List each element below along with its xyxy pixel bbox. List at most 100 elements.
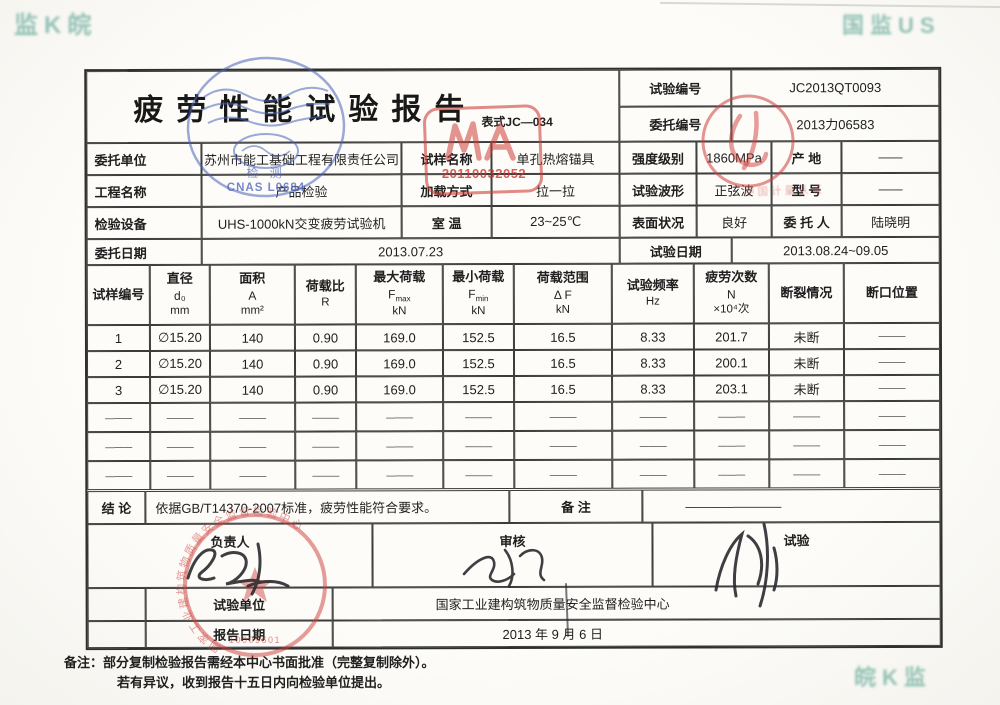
- header-unit: kN: [471, 305, 486, 318]
- table-cell: ———: [87, 431, 151, 462]
- table-cell: 152.5: [442, 349, 515, 377]
- table-cell: 169.0: [355, 350, 444, 377]
- table-cell: ———: [443, 430, 515, 461]
- red-accreditation-note: 中国计量认证: [743, 183, 826, 199]
- table-cell: 16.5: [513, 323, 612, 350]
- table-cell: 140: [210, 376, 296, 403]
- table-cell: ———: [150, 402, 211, 432]
- model-value: ——: [841, 172, 940, 206]
- table-header-cell: 最大荷载 Fmax kN: [355, 264, 443, 325]
- table-cell: 169.0: [356, 376, 444, 403]
- paper-edge-line: [660, 1, 1000, 9]
- room-temp-value: 23~25℃: [491, 205, 620, 239]
- table-cell: ———: [694, 401, 770, 431]
- client-person-label: 委 托 人: [771, 205, 842, 238]
- header-line1: 荷载比: [305, 278, 345, 295]
- client-unit-value: 苏州市能工基础工程有限责任公司: [201, 142, 402, 175]
- header-symbol: N: [726, 287, 736, 302]
- table-cell: ∅15.20: [149, 324, 210, 351]
- strength-grade-label: 强度级别: [619, 141, 697, 174]
- table-cell: ———: [514, 401, 613, 431]
- header-line1: 断裂情况: [780, 285, 833, 301]
- table-cell: 203.1: [694, 375, 770, 402]
- table-cell: 未断: [769, 375, 845, 402]
- header-unit: kN: [392, 305, 407, 318]
- header-line1: 最小荷载: [452, 269, 505, 285]
- table-cell: ———: [612, 430, 695, 460]
- table-cell: ———: [356, 431, 444, 461]
- cma-certificate-number: 20110032052: [441, 166, 527, 181]
- table-cell: 140: [209, 324, 295, 351]
- table-cell: ———: [514, 459, 613, 489]
- corner-stamp-fragment-bottom-right: 皖K监: [854, 665, 932, 690]
- table-cell: ———: [694, 459, 770, 489]
- header-symbol: F: [388, 286, 396, 301]
- header-symbol: d₀: [173, 288, 186, 303]
- header-unit: kN: [555, 303, 570, 316]
- room-temp-label: 室 温: [401, 206, 492, 239]
- table-cell: ———: [443, 401, 515, 432]
- header-unit: Hz: [645, 295, 660, 308]
- table-cell: ———: [844, 374, 941, 402]
- table-cell: 未断: [768, 323, 844, 350]
- table-cell: 8.33: [612, 375, 695, 402]
- commission-date-value: 2013.07.23: [201, 237, 620, 265]
- test-date-value: 2013.08.24~09.05: [731, 236, 940, 264]
- table-cell: 152.5: [443, 375, 515, 403]
- date-row-stub: [87, 620, 146, 649]
- origin-label: 产 地: [771, 141, 842, 174]
- table-header-cell: 断口位置: [843, 262, 940, 324]
- header-symbol: F: [468, 286, 476, 301]
- header-unit: R: [321, 296, 330, 309]
- test-no-value: JC2013QT0093: [731, 68, 940, 107]
- table-cell: 200.1: [693, 349, 770, 376]
- table-cell: 16.5: [514, 375, 613, 402]
- table-cell: 152.5: [442, 323, 514, 351]
- table-cell: ———: [612, 401, 695, 431]
- client-unit-label: 委托单位: [86, 142, 202, 176]
- table-cell: ———: [843, 348, 941, 376]
- table-cell: ———: [150, 460, 211, 490]
- test-unit-label: 试验单位: [145, 587, 333, 621]
- table-cell: 169.0: [355, 324, 443, 351]
- header-line1: 直径: [166, 271, 193, 287]
- table-header-cell: 试验频率 Hz: [611, 263, 694, 324]
- equipment-label: 检验设备: [86, 206, 202, 240]
- table-cell: 0.90: [294, 324, 356, 351]
- table-header-cell: 试样编号: [86, 264, 150, 326]
- table-cell: ———: [694, 430, 770, 460]
- table-cell: 8.33: [611, 349, 695, 376]
- table-cell: ———: [443, 459, 515, 490]
- reviewer-label: 审核: [372, 522, 653, 588]
- header-symbol-subscript: max: [395, 293, 411, 303]
- client-person-value: 陆晓明: [841, 204, 940, 238]
- header-line1: 最大荷载: [373, 269, 426, 285]
- test-unit-value: 国家工业建构筑物质量安全监督检验中心: [332, 585, 941, 621]
- table-header-cell: 最小荷载 Fmin kN: [442, 263, 514, 325]
- header-symbol-subscript: min: [475, 293, 489, 303]
- table-cell: ———: [210, 431, 296, 461]
- header-line1: 试验频率: [626, 278, 679, 294]
- remark-label: 备 注: [509, 489, 643, 524]
- table-cell: ———: [769, 430, 845, 460]
- table-cell: ———: [87, 460, 151, 491]
- table-cell: 1: [86, 324, 150, 352]
- project-name-label: 工程名称: [86, 174, 202, 208]
- table-cell: ———: [87, 402, 151, 433]
- remark-value: ————————: [642, 488, 941, 523]
- header-unit: mm: [170, 304, 190, 318]
- header-symbol: A: [248, 288, 257, 303]
- table-cell: ———: [843, 322, 940, 350]
- table-cell: ———: [356, 460, 444, 490]
- header-line1: 面积: [239, 271, 266, 287]
- conclusion-text: 依据GB/T14370-2007标准，疲劳性能符合要求。: [145, 490, 510, 524]
- table-cell: ———: [295, 431, 357, 461]
- table-cell: ———: [514, 430, 613, 460]
- table-cell: ———: [210, 460, 296, 490]
- table-cell: 8.33: [611, 323, 694, 350]
- header-symbol: Δ F: [553, 287, 572, 302]
- table-cell: ———: [356, 402, 444, 432]
